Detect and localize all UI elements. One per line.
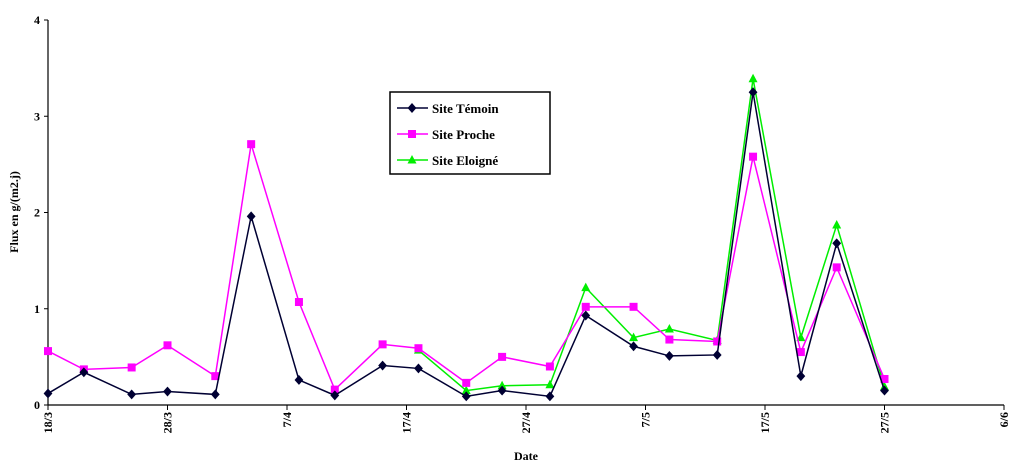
legend: Site Témoin Site Proche Site Eloigné bbox=[389, 91, 551, 175]
data-point-marker bbox=[664, 323, 674, 333]
x-tick-label: 17/5 bbox=[758, 412, 772, 433]
series-line bbox=[47, 143, 886, 391]
x-tick-label: 28/3 bbox=[161, 412, 175, 433]
data-point-marker bbox=[414, 363, 423, 374]
data-point-marker bbox=[330, 390, 340, 401]
axes: 0 1 2 3 4 18/3 28/3 7/4 17/4 27/4 7/5 17/5 27/5 6/6 bbox=[34, 13, 1010, 433]
series-layer bbox=[43, 73, 889, 402]
y-tick-label: 2 bbox=[34, 206, 40, 220]
data-point-marker bbox=[629, 302, 638, 311]
x-tick-label: 7/5 bbox=[639, 412, 653, 427]
x-axis-title: Date bbox=[514, 449, 539, 463]
y-tick-label: 4 bbox=[34, 13, 40, 27]
data-point-marker bbox=[796, 332, 806, 342]
legend-label: Site Eloigné bbox=[432, 153, 498, 168]
data-point-marker bbox=[545, 362, 554, 371]
y-tick-label: 0 bbox=[34, 398, 40, 412]
data-point-marker bbox=[498, 352, 507, 361]
y-tick-label: 3 bbox=[34, 109, 40, 123]
data-point-marker bbox=[461, 385, 471, 395]
data-point-marker bbox=[497, 385, 507, 396]
x-tick-label: 18/3 bbox=[41, 412, 55, 433]
legend-marker bbox=[407, 155, 417, 164]
data-point-marker bbox=[581, 302, 590, 311]
legend-label: Site Proche bbox=[432, 127, 495, 142]
data-point-marker bbox=[211, 372, 220, 381]
data-point-marker bbox=[414, 344, 423, 353]
data-point-marker bbox=[665, 335, 674, 344]
data-point-marker bbox=[127, 363, 136, 372]
data-point-marker bbox=[748, 73, 758, 83]
data-point-marker bbox=[664, 350, 674, 361]
data-point-marker bbox=[581, 310, 591, 321]
data-point-marker bbox=[832, 238, 842, 249]
x-tick-label: 17/4 bbox=[400, 412, 414, 433]
data-point-marker bbox=[462, 378, 471, 387]
x-tick-label: 6/6 bbox=[997, 412, 1010, 427]
x-tick-label: 7/4 bbox=[280, 412, 294, 427]
data-point-marker bbox=[581, 282, 591, 292]
legend-item: Site Témoin bbox=[397, 101, 499, 116]
data-point-marker bbox=[749, 152, 758, 161]
data-point-marker bbox=[545, 391, 555, 402]
y-axis-title: Flux en g/(m2.j) bbox=[7, 171, 21, 253]
legend-item: Site Eloigné bbox=[397, 153, 498, 168]
x-tick-label: 27/5 bbox=[878, 412, 892, 433]
data-point-marker bbox=[880, 385, 889, 396]
legend-marker bbox=[407, 103, 417, 113]
data-point-marker bbox=[713, 337, 722, 346]
legend-marker bbox=[408, 130, 416, 138]
data-point-marker bbox=[461, 391, 471, 402]
data-point-marker bbox=[246, 211, 256, 222]
data-point-marker bbox=[163, 386, 172, 397]
data-point-marker bbox=[796, 371, 806, 382]
series-1 bbox=[43, 87, 889, 402]
data-point-marker bbox=[44, 347, 52, 356]
data-point-marker bbox=[294, 375, 304, 385]
data-point-marker bbox=[330, 385, 339, 394]
data-point-marker bbox=[832, 220, 842, 229]
data-point-marker bbox=[247, 140, 256, 149]
data-point-marker bbox=[629, 332, 639, 342]
data-point-marker bbox=[748, 87, 758, 98]
data-point-marker bbox=[832, 263, 841, 272]
data-point-marker bbox=[545, 379, 555, 389]
data-point-marker bbox=[210, 389, 220, 400]
y-tick-label: 1 bbox=[34, 302, 40, 316]
data-point-marker bbox=[79, 367, 89, 378]
data-point-marker bbox=[629, 341, 638, 352]
data-point-marker bbox=[163, 341, 172, 350]
data-point-marker bbox=[796, 348, 805, 357]
data-point-marker bbox=[294, 298, 303, 307]
data-point-marker bbox=[880, 375, 889, 384]
data-point-marker bbox=[712, 349, 722, 360]
legend-label: Site Témoin bbox=[432, 101, 499, 116]
data-point-marker bbox=[378, 340, 387, 349]
series-2 bbox=[44, 140, 889, 394]
data-point-marker bbox=[43, 388, 53, 399]
data-point-marker bbox=[497, 380, 507, 390]
data-point-marker bbox=[378, 360, 388, 371]
series-line bbox=[417, 78, 886, 392]
data-point-marker bbox=[127, 389, 137, 400]
legend-item: Site Proche bbox=[397, 127, 495, 142]
x-tick-label: 27/4 bbox=[519, 412, 533, 433]
